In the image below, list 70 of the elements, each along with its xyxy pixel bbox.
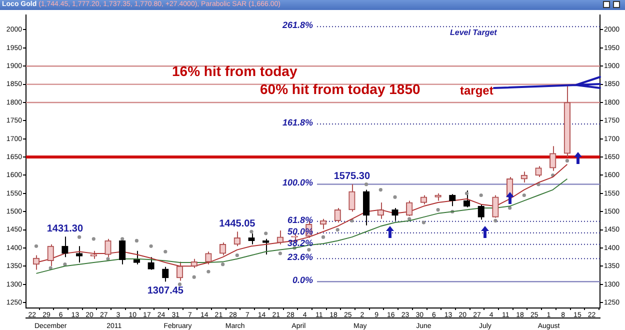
point bbox=[164, 250, 168, 254]
point bbox=[149, 244, 153, 248]
candlestick bbox=[478, 204, 484, 220]
point bbox=[92, 237, 96, 241]
candlestick bbox=[550, 146, 556, 172]
candlestick bbox=[219, 242, 226, 256]
candlestick bbox=[119, 238, 126, 265]
annotation: 1445.05 bbox=[219, 218, 256, 230]
candlestick bbox=[535, 166, 542, 178]
annotation: 60% hit from today 1850 bbox=[260, 80, 420, 97]
point bbox=[192, 275, 196, 279]
point bbox=[464, 192, 469, 196]
candlestick bbox=[133, 250, 140, 265]
annotation: 23.6% bbox=[286, 252, 313, 262]
annotation: 38.2% bbox=[287, 238, 313, 248]
candlestick bbox=[362, 189, 370, 226]
annotation: 1575.30 bbox=[334, 170, 370, 182]
point bbox=[522, 193, 526, 198]
candlestick bbox=[234, 231, 240, 247]
point bbox=[235, 253, 239, 258]
annotation: 16% hit from today bbox=[172, 62, 298, 79]
point bbox=[321, 235, 326, 239]
point bbox=[436, 208, 440, 212]
point bbox=[278, 252, 282, 256]
annotation: 100.0% bbox=[282, 178, 313, 188]
candlestick bbox=[276, 230, 284, 245]
candlestick bbox=[449, 194, 456, 207]
point bbox=[34, 244, 38, 248]
point bbox=[494, 218, 498, 223]
candlestick bbox=[348, 184, 356, 212]
point bbox=[393, 195, 397, 199]
annotation: 1307.45 bbox=[147, 285, 184, 296]
point bbox=[134, 238, 138, 243]
candlestick bbox=[190, 258, 198, 268]
annotation: Level Target bbox=[450, 28, 498, 38]
point bbox=[264, 232, 268, 236]
candlestick bbox=[463, 190, 470, 208]
point bbox=[378, 188, 382, 192]
point bbox=[565, 158, 569, 162]
point bbox=[307, 248, 311, 252]
annotation: 161.8% bbox=[282, 118, 313, 128]
annotation: 0.0% bbox=[292, 275, 313, 286]
point bbox=[221, 262, 225, 266]
point bbox=[178, 282, 182, 286]
candlestick bbox=[406, 200, 413, 216]
point bbox=[422, 220, 426, 224]
candlestick bbox=[76, 246, 83, 264]
annotation: target bbox=[460, 83, 494, 98]
point bbox=[336, 228, 340, 232]
point bbox=[63, 262, 67, 266]
point bbox=[206, 270, 210, 274]
point bbox=[364, 182, 368, 186]
candlestick bbox=[176, 261, 184, 282]
point bbox=[508, 206, 512, 210]
candlestick bbox=[334, 207, 341, 224]
candlestick bbox=[62, 236, 68, 258]
point bbox=[250, 230, 254, 234]
point bbox=[120, 237, 124, 241]
annotation: 261.8% bbox=[281, 20, 313, 30]
candlestick bbox=[148, 256, 154, 270]
point bbox=[78, 235, 82, 239]
candlestick bbox=[392, 207, 398, 222]
candlestick bbox=[420, 194, 428, 205]
annotation: 1431.30 bbox=[46, 223, 84, 234]
annotation: 61.8% bbox=[287, 214, 313, 225]
point bbox=[479, 193, 483, 198]
candlestick bbox=[377, 202, 384, 220]
candlestick bbox=[492, 194, 499, 218]
candlestick bbox=[205, 251, 212, 265]
candlestick bbox=[32, 254, 40, 270]
